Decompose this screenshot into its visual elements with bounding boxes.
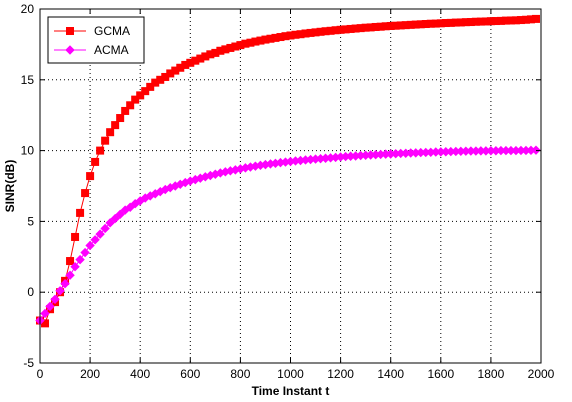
legend: GCMA ACMA [47, 16, 145, 64]
data-point-gcma [91, 157, 100, 166]
y-axis-label: SINR(dB) [3, 160, 17, 213]
y-tick-label: 5 [27, 214, 34, 228]
x-axis-ticks: 0 200 400 600 800 1000 1200 1400 1600 1800 2000 [37, 9, 555, 381]
y-tick-label: 15 [21, 73, 35, 87]
data-point-gcma [66, 257, 75, 266]
x-tick-label: 2000 [528, 367, 555, 381]
data-point-gcma [146, 82, 155, 91]
x-tick-label: 1600 [427, 367, 454, 381]
data-point-gcma [76, 208, 85, 217]
data-point-gcma [106, 128, 115, 137]
y-tick-label: 0 [27, 285, 34, 299]
data-point-gcma [531, 14, 540, 23]
data-point-acma [40, 308, 50, 319]
legend-item-gcma: GCMA [54, 24, 130, 38]
data-point-acma [45, 301, 55, 312]
legend-marker-gcma [66, 27, 74, 35]
y-tick-label: -5 [23, 356, 34, 370]
legend-box [47, 16, 145, 64]
x-tick-label: 1000 [277, 367, 304, 381]
data-point-acma [80, 247, 90, 258]
data-point-acma [105, 218, 115, 228]
x-tick-label: 1200 [327, 367, 354, 381]
data-point-gcma [131, 95, 140, 104]
y-tick-label: 10 [21, 144, 35, 158]
data-point-acma [75, 254, 85, 265]
legend-item-acma: ACMA [54, 43, 129, 57]
x-tick-label: 1400 [377, 367, 404, 381]
data-point-acma [531, 145, 541, 155]
data-point-acma [115, 209, 125, 220]
x-tick-label: 600 [180, 367, 200, 381]
data-point-gcma [86, 172, 95, 181]
data-point-acma [60, 278, 70, 289]
data-point-acma [85, 240, 95, 251]
data-point-gcma [126, 101, 135, 110]
y-tick-label: 20 [21, 2, 35, 16]
data-point-gcma [136, 91, 145, 100]
data-point-gcma [121, 106, 130, 115]
data-point-gcma [111, 121, 120, 130]
x-tick-label: 200 [80, 367, 100, 381]
data-point-gcma [71, 232, 80, 241]
data-point-acma [65, 270, 75, 280]
data-point-acma [100, 223, 110, 234]
data-point-gcma [116, 114, 125, 123]
series-layer [35, 14, 541, 328]
data-point-acma [50, 294, 60, 304]
x-tick-label: 0 [37, 367, 44, 381]
legend-marker-acma [65, 45, 75, 55]
legend-items: GCMA ACMA [54, 24, 130, 57]
data-point-acma [110, 213, 120, 224]
legend-label-acma: ACMA [94, 43, 129, 57]
legend-label-gcma: GCMA [94, 24, 130, 38]
x-axis-label: Time Instant t [252, 384, 330, 398]
y-axis-ticks: -5 0 5 10 15 20 [21, 2, 541, 370]
data-point-gcma [96, 146, 105, 155]
data-point-gcma [81, 189, 90, 198]
grid-lines [40, 9, 541, 363]
series-acma [35, 145, 541, 326]
data-point-acma [90, 235, 100, 245]
data-point-gcma [101, 136, 110, 145]
data-point-acma [70, 262, 80, 272]
data-point-gcma [141, 87, 150, 96]
x-tick-label: 1800 [478, 367, 505, 381]
x-tick-label: 400 [130, 367, 150, 381]
x-tick-label: 800 [230, 367, 250, 381]
data-point-acma [55, 286, 65, 296]
data-point-acma [95, 229, 105, 239]
